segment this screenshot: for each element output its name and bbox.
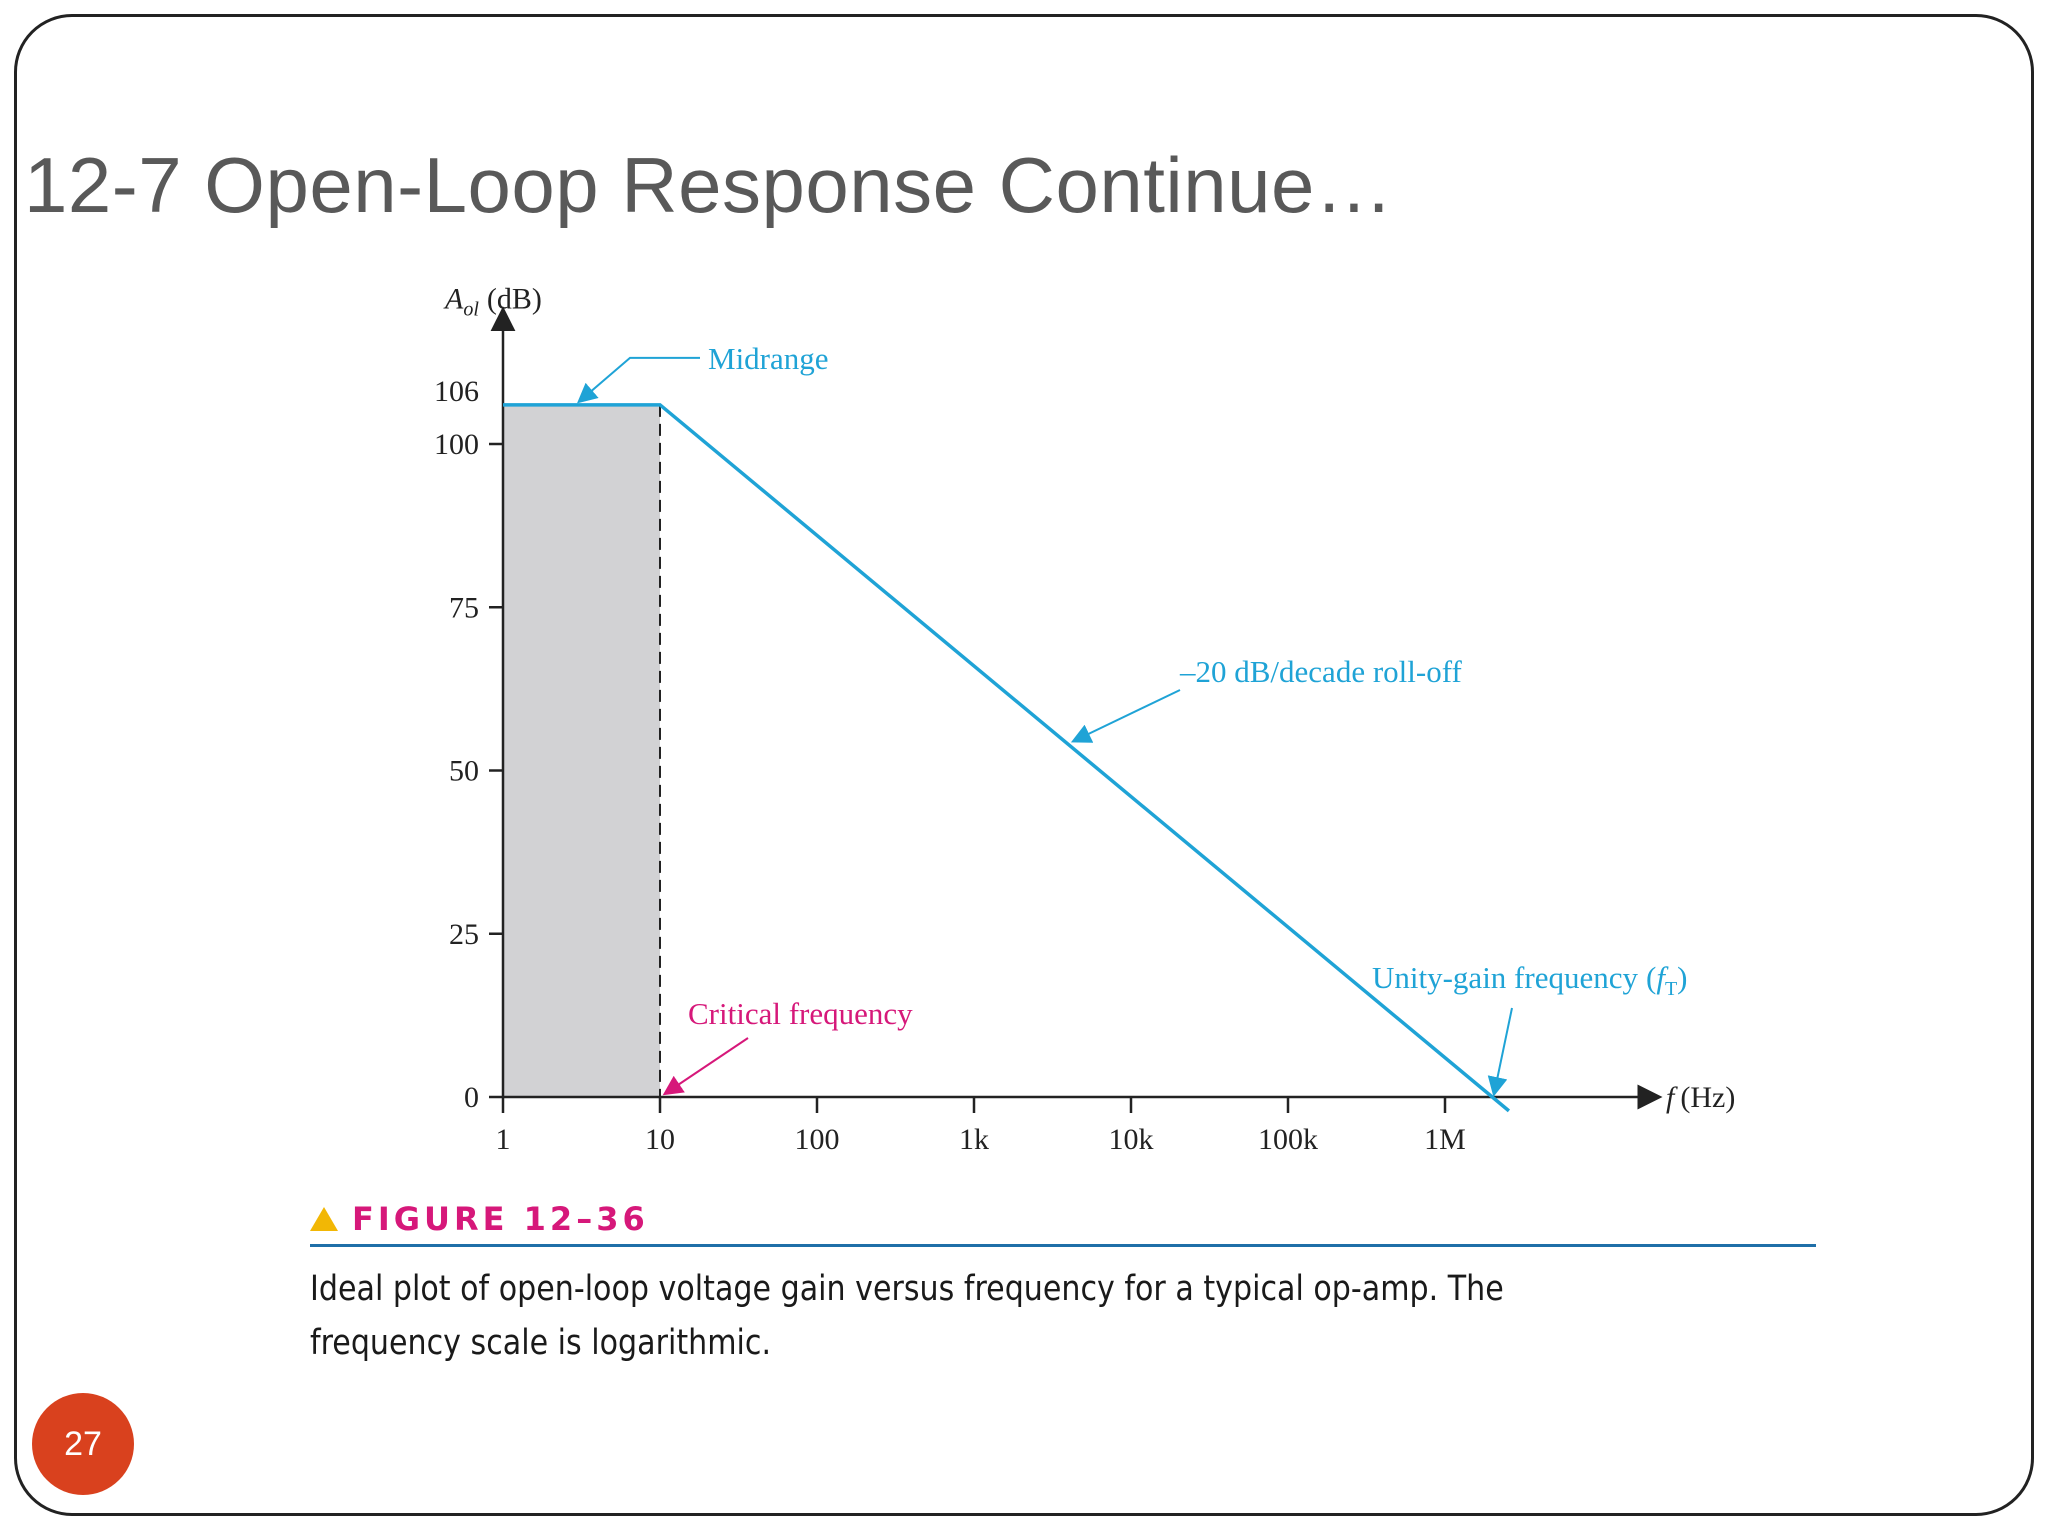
figure-label: FIGURE 12–36: [352, 1200, 649, 1238]
figure-caption: Ideal plot of open-loop voltage gain ver…: [310, 1269, 1504, 1363]
unity-gain-paren-close: ): [1677, 960, 1687, 995]
y-tick-label: 100: [434, 428, 479, 461]
x-tick-label: 1k: [959, 1123, 989, 1156]
slide-frame: [14, 14, 2034, 1516]
critical-frequency-leader-arrow: [662, 1037, 749, 1096]
x-tick-label: 10k: [1109, 1123, 1154, 1156]
x-tick-label: 1M: [1424, 1123, 1466, 1156]
y-axis-var: A: [443, 283, 464, 316]
y-axis-unit: (dB): [487, 283, 542, 316]
open-loop-gain-curve: [503, 403, 1511, 1113]
x-tick-label: 100k: [1258, 1123, 1318, 1156]
x-tick-label: 100: [795, 1123, 840, 1156]
y-tick-label: 50: [449, 755, 479, 788]
unity-gain-label: Unity-gain frequency (fT): [1372, 960, 1687, 1000]
figure-divider: [310, 1244, 1816, 1247]
rolloff-leader-arrow: [1070, 689, 1181, 743]
y-axis-title: Aol (dB): [443, 283, 542, 321]
y-axis-subscript: ol: [463, 299, 479, 321]
critical-band-shade: [503, 404, 660, 1097]
x-tick-label: 1: [496, 1123, 511, 1156]
midrange-label: Midrange: [708, 341, 829, 376]
page-number-badge: 27: [32, 1393, 134, 1495]
y-tick-label: 0: [464, 1081, 479, 1114]
y-tick-label: 75: [449, 591, 479, 624]
x-tick-label: 10: [645, 1123, 675, 1156]
rolloff-label: –20 dB/decade roll-off: [1179, 654, 1462, 689]
slide-title: 12-7 Open-Loop Response Continue…: [24, 141, 1394, 229]
x-axis-var: f: [1666, 1081, 1678, 1114]
x-ticks: 1 10 100 1k 10k 100k 1M: [496, 1097, 1466, 1156]
unity-gain-paren-open: (: [1646, 960, 1656, 995]
unity-gain-subscript: T: [1665, 978, 1677, 1000]
x-axis-title: f (Hz): [1666, 1081, 1735, 1114]
unity-gain-leader-arrow: [1487, 1007, 1513, 1097]
y-ticks: 0 25 50 75 100 106: [434, 375, 503, 1114]
y-tick-label: 25: [449, 918, 479, 951]
y-tick-label: 106: [434, 375, 479, 408]
critical-frequency-label: Critical frequency: [688, 996, 913, 1031]
x-axis-unit: (Hz): [1680, 1081, 1735, 1114]
triangle-icon: [310, 1207, 338, 1231]
midrange-leader-arrow: [576, 356, 700, 404]
figure-label-row: FIGURE 12–36: [310, 1200, 649, 1238]
unity-gain-text: Unity-gain frequency: [1372, 960, 1638, 995]
